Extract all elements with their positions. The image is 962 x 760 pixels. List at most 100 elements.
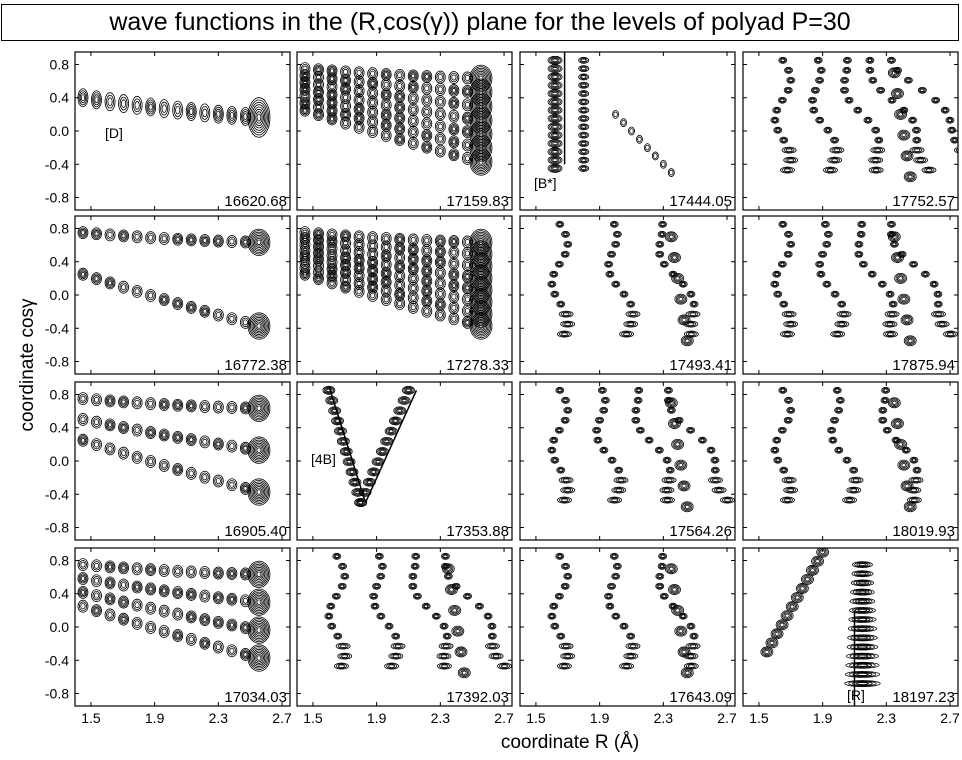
contour-lobe [784,230,793,238]
contour-lobe [783,486,799,494]
contour-lobe [240,235,251,249]
contour-lobe [199,103,211,123]
contour-lobe [785,601,799,612]
contour-lobe [834,406,844,414]
contour-lobe [655,582,665,590]
contour-lobe [828,436,838,444]
contour-lobe [131,450,143,464]
contour-lobe [212,615,224,629]
contour-lobe [760,646,774,658]
contour-lobe [327,622,337,630]
contour-lobe [780,330,795,338]
contour-lobe [578,81,590,89]
contour-lobe [917,86,927,94]
contour-lobe [678,612,688,620]
contour-lobe [104,276,116,290]
contour-lobe [612,562,622,570]
contour-lobe [887,397,901,409]
contour-lobe [561,562,570,570]
contour-lobe [367,125,379,138]
contour-lobe [773,126,783,134]
contour-lobe [457,667,471,679]
contour-lobe [438,642,454,650]
contour-lobe [801,573,814,585]
contour-lobe [677,646,691,658]
contour-lobe [380,293,392,306]
contour-lobe [313,272,324,285]
panel-energy: 17752.57 [892,193,955,210]
contour-lobe [665,466,675,474]
contour-lobe [857,220,867,228]
contour-lobe [611,240,621,248]
contour-lobe [367,105,379,119]
contour-lobe [842,496,857,504]
contour-lobe [863,116,873,124]
contour-lobe [770,280,780,288]
contour-lobe [779,466,789,474]
contour-lobe [462,138,473,152]
contour-lobe [391,632,401,640]
y-tick-label: -0.8 [45,686,69,702]
contour-lobe [91,604,102,617]
y-tick-label: 0.4 [50,90,70,106]
panel-energy: 17564.26 [669,523,732,540]
contour-lobe [469,288,493,316]
contour-lobe [818,250,827,258]
contour-lobe [903,171,917,183]
contour-lobe [77,433,89,447]
contour-lobe [780,610,794,622]
contour-lobe [631,416,641,424]
contour-lobe [644,143,651,153]
contour-lobe [247,394,271,422]
contour-lobe [431,612,441,620]
contour-lobe [380,266,392,280]
contour-lobe [626,300,636,308]
contour-lobe [777,260,787,268]
contour-lobe [815,76,824,84]
contour-lobe [199,234,211,247]
contour-lobe [354,498,368,507]
contour-lobe [407,92,419,105]
contour-lobe [199,470,211,484]
contour-lobe [199,304,211,318]
x-tick-label: 1.9 [367,710,387,726]
contour-lobe [412,592,422,600]
contour-lobe [851,570,874,578]
contour-lobe [77,599,89,613]
contour-lobe [408,582,418,590]
contour-lobe [497,662,512,670]
contour-lobe [578,156,590,164]
contour-lobe [909,146,925,154]
contour-lobe [795,583,809,594]
contour-lobe [131,580,143,594]
contour-lobe [247,436,271,464]
contour-lobe [607,250,616,258]
contour-lobe [299,62,311,76]
contour-lobe [118,595,129,609]
contour-lobe [439,622,449,630]
contour-lobe [953,147,958,154]
contour-lobe [909,456,919,464]
contour-lobe [654,446,664,454]
contour-lobe [335,642,351,650]
contour-lobe [340,236,351,250]
contour-lobe [781,476,797,484]
contour-lobe [847,634,878,642]
contour-lobe [118,229,129,243]
contour-lobe [313,259,324,273]
contour-lobe [104,576,116,590]
contour-lobe [558,476,574,484]
contour-lobe [77,226,89,240]
contour-lobe [353,66,365,80]
contour-lobe [888,300,898,308]
contour-lobe [554,260,564,268]
contour-lobe [441,563,455,575]
contour-lobe [469,120,493,148]
contour-lobe [185,467,197,480]
contour-lobe [900,150,914,162]
contour-lobe [437,662,452,670]
contour-lobe [842,66,852,74]
contour-lobe [811,86,820,94]
contour-lobe [448,71,460,84]
contour-lobe [823,230,833,238]
